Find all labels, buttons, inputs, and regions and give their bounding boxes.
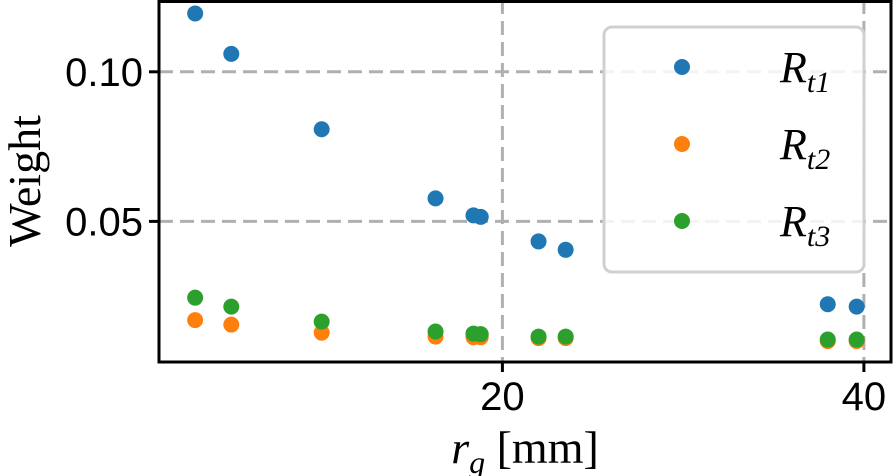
data-point-r-t1 xyxy=(530,233,547,250)
legend-box xyxy=(602,25,866,274)
data-point-r-t2 xyxy=(187,312,204,329)
data-point-r-t1 xyxy=(557,241,574,258)
legend-marker xyxy=(674,136,690,152)
data-point-r-t3 xyxy=(472,326,489,343)
y-tick-label: 0.05 xyxy=(65,200,143,244)
data-point-r-t1 xyxy=(223,45,240,62)
data-point-r-t2 xyxy=(313,324,330,341)
x-axis-label-text: rg [mm] xyxy=(451,422,599,476)
data-point-r-t3 xyxy=(557,328,574,345)
legend-label: Rt1 xyxy=(779,43,830,99)
legend-label: Rt3 xyxy=(779,197,830,253)
data-point-r-t1 xyxy=(819,296,836,313)
data-point-r-t3 xyxy=(223,298,240,315)
legend-marker xyxy=(674,213,690,229)
data-point-r-t3 xyxy=(530,328,547,345)
data-point-r-t3 xyxy=(313,313,330,330)
axis-ticks: 20 40 0.05 0.10 xyxy=(65,51,886,419)
legend-label: Rt2 xyxy=(779,120,830,176)
data-point-r-t3 xyxy=(187,289,204,306)
legend-marker xyxy=(674,59,690,75)
data-point-r-t2 xyxy=(223,316,240,333)
x-tick-label: 20 xyxy=(480,375,525,419)
data-point-r-t3 xyxy=(848,331,865,348)
legend: Rt1 Rt2 Rt3 xyxy=(602,25,866,274)
x-tick-label: 40 xyxy=(842,375,887,419)
y-axis-label: Weight xyxy=(0,115,50,247)
data-point-r-t3 xyxy=(819,331,836,348)
plot-frame xyxy=(157,0,893,364)
data-point-r-t1 xyxy=(187,5,204,22)
y-tick-label: 0.10 xyxy=(65,51,143,95)
data-point-r-t1 xyxy=(313,121,330,138)
data-point-r-t1 xyxy=(848,298,865,315)
y-axis-label-text: Weight xyxy=(0,115,50,247)
data-point-r-t3 xyxy=(427,323,444,340)
data-point-r-t1 xyxy=(472,208,489,225)
data-point-r-t1 xyxy=(427,190,444,207)
data-points xyxy=(187,5,865,350)
x-axis-label: rg [mm] xyxy=(451,422,599,476)
